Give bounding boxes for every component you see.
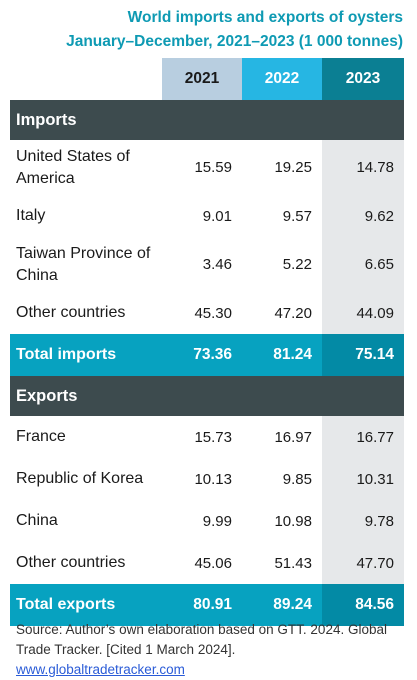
cell-2021: 10.13 [194, 470, 232, 488]
cell-2023: 14.78 [322, 140, 404, 195]
table-row: Other countries 45.30 47.20 44.09 [10, 292, 404, 334]
row-label: Other countries [16, 554, 126, 571]
table-subtitle: January–December, 2021–2023 (1 000 tonne… [66, 33, 403, 50]
row-label: United States of America [16, 147, 130, 187]
table-row: Republic of Korea 10.13 9.85 10.31 [10, 458, 404, 500]
cell-2023: 44.09 [322, 292, 404, 334]
total-label: Total imports [16, 346, 117, 363]
cell-2021: 15.73 [194, 428, 232, 446]
cell-2022: 10.98 [274, 512, 312, 530]
section-imports: Imports [10, 100, 404, 140]
col-header-2021: 2021 [162, 58, 242, 100]
cell-2023: 10.31 [322, 458, 404, 500]
total-2021: 73.36 [193, 346, 232, 363]
cell-2022: 19.25 [274, 159, 312, 176]
total-2022: 89.24 [273, 596, 312, 613]
table-row: Italy 9.01 9.57 9.62 [10, 195, 404, 237]
total-imports-row: Total imports 73.36 81.24 75.14 [10, 334, 404, 376]
total-exports-row: Total exports 80.91 89.24 84.56 [10, 584, 404, 626]
cell-2023: 47.70 [322, 542, 404, 584]
cell-2022: 47.20 [274, 304, 312, 322]
col-header-2023: 2023 [322, 58, 404, 100]
oyster-trade-table: 2021 2022 2023 Imports United States of … [10, 58, 404, 626]
cell-2022: 9.57 [282, 207, 312, 225]
header-row: 2021 2022 2023 [10, 58, 404, 100]
total-2022: 81.24 [273, 346, 312, 363]
cell-2022: 5.22 [282, 256, 312, 273]
cell-2021: 9.99 [202, 512, 232, 530]
total-2021: 80.91 [193, 596, 232, 613]
cell-2023: 6.65 [322, 237, 404, 292]
table-row: France 15.73 16.97 16.77 [10, 416, 404, 458]
col-header-2022: 2022 [242, 58, 322, 100]
row-label: Italy [16, 207, 46, 224]
row-label: Taiwan Province of China [16, 244, 151, 284]
section-exports: Exports [10, 376, 404, 416]
section-label: Exports [16, 387, 78, 405]
row-label: France [16, 428, 66, 445]
cell-2023: 16.77 [322, 416, 404, 458]
cell-2023: 9.78 [322, 500, 404, 542]
row-label: Republic of Korea [16, 470, 144, 487]
table-row: United States of America 15.59 19.25 14.… [10, 140, 404, 195]
source-note: Source: Author’s own elaboration based o… [16, 620, 406, 680]
table-title: World imports and exports of oysters [127, 9, 403, 26]
cell-2021: 45.06 [194, 554, 232, 572]
row-label: Other countries [16, 304, 126, 321]
cell-2021: 3.46 [202, 256, 232, 273]
source-link[interactable]: www.globaltradetracker.com [16, 662, 185, 677]
cell-2022: 51.43 [274, 554, 312, 572]
cell-2021: 15.59 [194, 159, 232, 176]
section-label: Imports [16, 111, 77, 129]
cell-2022: 9.85 [282, 470, 312, 488]
table-row: Taiwan Province of China 3.46 5.22 6.65 [10, 237, 404, 292]
total-2023: 75.14 [322, 334, 404, 376]
source-text: Source: Author’s own elaboration based o… [16, 622, 387, 657]
cell-2023: 9.62 [322, 195, 404, 237]
total-2023: 84.56 [322, 584, 404, 626]
table-row: Other countries 45.06 51.43 47.70 [10, 542, 404, 584]
cell-2021: 9.01 [202, 207, 232, 225]
total-label: Total exports [16, 596, 116, 613]
row-label: China [16, 512, 58, 529]
table-row: China 9.99 10.98 9.78 [10, 500, 404, 542]
cell-2021: 45.30 [194, 304, 232, 322]
cell-2022: 16.97 [274, 428, 312, 446]
